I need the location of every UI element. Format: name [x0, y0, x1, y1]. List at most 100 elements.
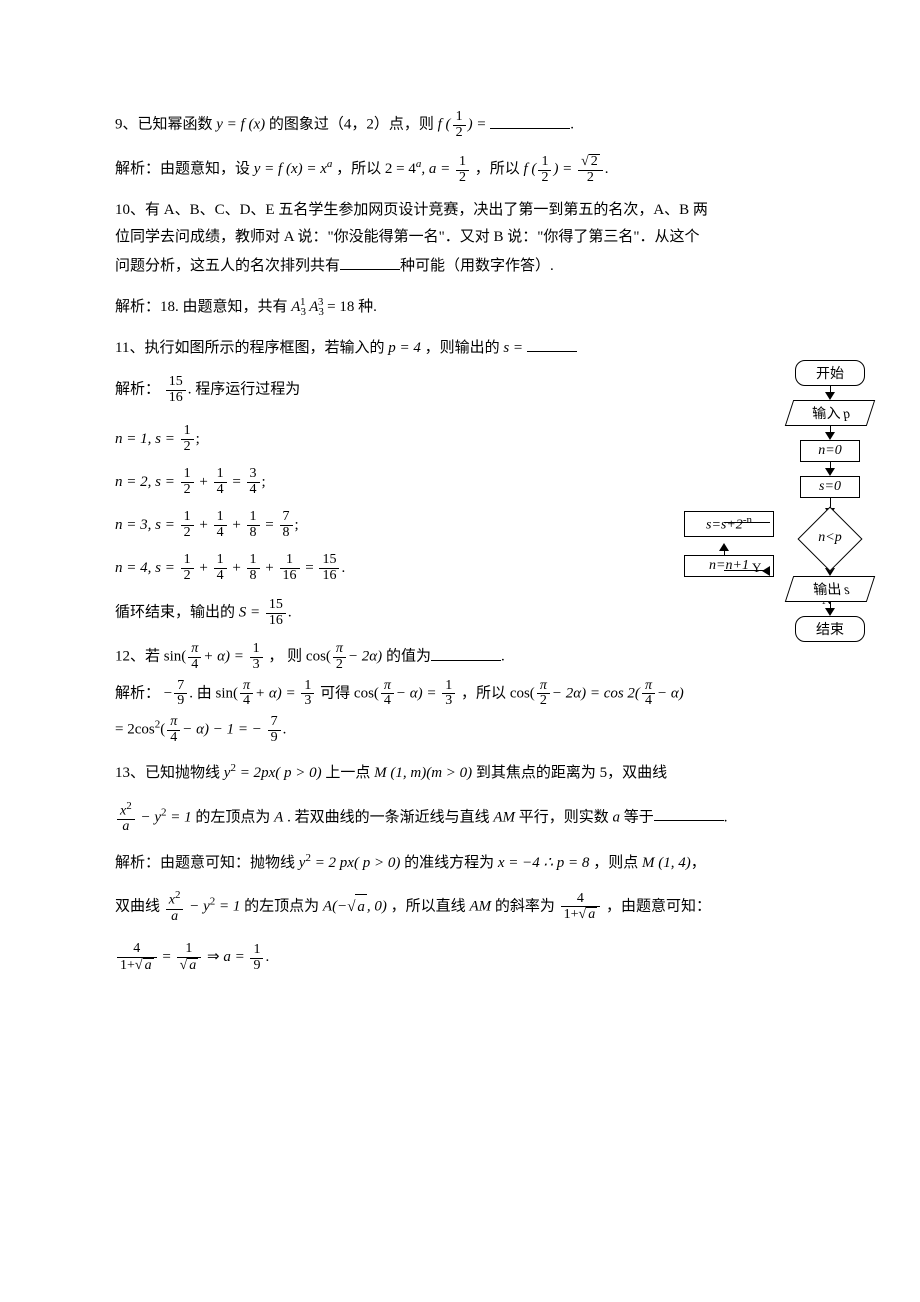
flow-assign: s=s+2-n	[684, 511, 774, 537]
eq: 2 = 4	[385, 162, 416, 178]
problem-13-l1: 13、已知抛物线 y2 = 2px( p > 0) 上一点 M (1, m)(m…	[115, 759, 810, 787]
text: 10、有 A、B、C、D、E 五名学生参加网页设计竞赛，决出了第一到第五的名次，…	[115, 202, 708, 218]
text: 平行，则实数	[519, 809, 609, 825]
frac: 1516	[166, 375, 186, 405]
text: 解析：由题意可知：抛物线	[115, 855, 295, 871]
sup: a	[327, 159, 333, 171]
eq: f (	[524, 162, 537, 178]
eq: S =	[239, 604, 260, 620]
frac-half: 12	[453, 110, 466, 140]
text: ，则输出的	[425, 340, 500, 356]
period: .	[605, 162, 609, 178]
A: A	[309, 299, 318, 315]
neg: −	[164, 685, 172, 701]
text: ，所以	[461, 685, 506, 701]
eq-yfx: y = f (x)	[216, 117, 265, 133]
problem-10-l2: 位同学去问成绩，教师对 A 说："你没能得第一名"．又对 B 说："你得了第三名…	[115, 227, 810, 248]
text: . 程序运行过程为	[188, 382, 301, 398]
problem-13-l2: x2a − y2 = 1 的左顶点为 A . 若双曲线的一条渐近线与直线 AM …	[115, 801, 810, 835]
text: ， 则	[268, 649, 302, 665]
eq: ) =	[553, 162, 572, 178]
frac: 13	[250, 642, 263, 672]
text: 11、执行如图所示的程序框图，若输入的	[115, 340, 384, 356]
text: 问题分析，这五人的名次排列共有	[115, 258, 340, 274]
solution-13-l1: 解析：由题意可知：抛物线 y2 = 2 px( p > 0) 的准线方程为 x …	[115, 849, 810, 877]
text: ，所以直线	[391, 899, 466, 915]
text: 解析：	[115, 685, 160, 701]
flow-input: 输入 p	[785, 400, 875, 426]
text: 解析：	[115, 382, 160, 398]
solution-12-l2: = 2cos2(π4− α) − 1 = − 79.	[115, 715, 810, 745]
text: ，则点	[593, 855, 638, 871]
flow-y-label: Y	[752, 560, 761, 576]
text: 的值为	[386, 649, 431, 665]
flow-s0: s=0	[800, 476, 860, 498]
f-open: f (	[438, 117, 451, 133]
text: 循环结束，输出的	[115, 604, 235, 620]
problem-12: 12、若 sin(π4+ α) = 13 ， 则 cos(π2− 2α) 的值为…	[115, 642, 810, 672]
text: .	[288, 604, 292, 620]
flow-output: 输出 s	[785, 576, 875, 602]
cos: cos(	[306, 649, 331, 665]
text: 的左顶点为	[244, 899, 319, 915]
eq: = 2cos	[115, 722, 155, 738]
period: .	[570, 117, 574, 133]
frac: 79	[174, 679, 187, 709]
eq: + α) =	[203, 649, 244, 665]
problem-10-l3: 问题分析，这五人的名次排列共有 种可能（用数字作答）.	[115, 254, 810, 280]
eq: p = 4	[388, 340, 421, 356]
sup: 3	[318, 296, 324, 308]
text: 到其焦点的距离为 5，双曲线	[476, 765, 667, 781]
text: 9、已知幂函数	[115, 117, 213, 133]
answer-blank	[431, 660, 501, 661]
text: 解析：18. 由题意知，共有	[115, 299, 288, 315]
text: 等于	[624, 809, 654, 825]
flow-end: 结束	[795, 616, 865, 642]
period: .	[501, 649, 505, 665]
solution-13-l3: 41+a = 1a ⇒ a = 19.	[115, 942, 810, 973]
sub: 3	[300, 306, 306, 318]
text: ，由题意可知：	[606, 899, 711, 915]
text: 双曲线	[115, 899, 160, 915]
answer-blank	[654, 820, 724, 821]
sup: 1	[300, 296, 306, 308]
f-close: ) =	[468, 117, 487, 133]
frac: 1516	[266, 598, 286, 628]
flow-cond: n<p	[795, 516, 865, 560]
answer-blank	[527, 351, 577, 352]
frac: π4	[188, 642, 201, 672]
frac-result: 22	[578, 154, 603, 185]
eq: y = f (x) = x	[254, 162, 327, 178]
text: 上一点	[325, 765, 370, 781]
frac: x2a	[117, 801, 135, 835]
text: ，所以	[475, 162, 520, 178]
flow-n0: n=0	[800, 440, 860, 462]
frac: 12	[456, 155, 469, 185]
flowchart: 开始 输入 p n=0 s=0 s=s+2-n n=n+1 n<p	[680, 360, 890, 642]
text: 种可能（用数字作答）.	[400, 258, 554, 274]
text: . 若双曲线的一条渐近线与直线	[287, 809, 490, 825]
solution-12-l1: 解析： −79. 由 sin(π4+ α) = 13 可得 cos(π4− α)…	[115, 679, 810, 709]
solution-10: 解析：18. 由题意知，共有 A31 A33 = 18 种.	[115, 293, 810, 322]
text: 的准线方程为	[404, 855, 494, 871]
text: 解析：由题意知，设	[115, 162, 250, 178]
text: ，所以	[336, 162, 381, 178]
sin: sin(	[164, 649, 187, 665]
text: 的图象过（4，2）点，则	[269, 117, 434, 133]
frac: π2	[333, 642, 346, 672]
problem-11: 11、执行如图所示的程序框图，若输入的 p = 4 ，则输出的 s =	[115, 336, 810, 362]
text: 位同学去问成绩，教师对 A 说："你没能得第一名"．又对 B 说："你得了第三名…	[115, 229, 700, 245]
eq: − 2α)	[348, 649, 382, 665]
text: 13、已知抛物线	[115, 765, 220, 781]
eq: , a =	[421, 162, 450, 178]
text: 种.	[358, 299, 377, 315]
frac: 12	[538, 155, 551, 185]
solution-9: 解析：由题意知，设 y = f (x) = xa ，所以 2 = 4a, a =…	[115, 154, 810, 185]
eq: = 18	[327, 299, 354, 315]
sub: 3	[318, 306, 324, 318]
text: 可得	[320, 685, 350, 701]
answer-blank	[340, 269, 400, 270]
text: 的左顶点为	[195, 809, 270, 825]
solution-13-l2: 双曲线 x2a − y2 = 1 的左顶点为 A(−a, 0) ，所以直线 AM…	[115, 890, 810, 924]
text: 12、若	[115, 649, 160, 665]
